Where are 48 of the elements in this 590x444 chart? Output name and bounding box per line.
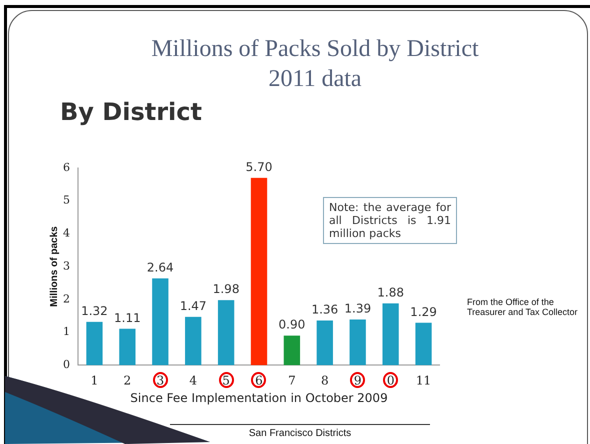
y-tick-label: 3 xyxy=(63,259,70,272)
data-label: 0.90 xyxy=(278,318,306,332)
data-label: 1.11 xyxy=(114,310,141,325)
x-tick-label: 3 xyxy=(156,374,164,388)
x-tick-label: 6 xyxy=(255,374,263,388)
x-tick-label: 9 xyxy=(354,374,362,388)
text: San Francisco Districts xyxy=(170,424,430,439)
y-tick-label: 1 xyxy=(63,325,70,338)
x-tick-label: 1 xyxy=(90,374,98,388)
bar xyxy=(382,303,399,366)
bar xyxy=(86,322,103,366)
x-tick-label: 4 xyxy=(189,374,198,388)
y-tick-label: 4 xyxy=(63,226,70,240)
bar xyxy=(185,316,202,366)
data-label: 1.88 xyxy=(377,286,404,300)
bar xyxy=(250,178,268,366)
data-label: 1.32 xyxy=(81,304,108,318)
x-tick-label: 0 xyxy=(386,374,394,388)
x-tick-label: 5 xyxy=(222,374,230,388)
chart-title: Millions of Packs Sold by District xyxy=(150,35,480,64)
data-label: 5.70 xyxy=(246,160,272,174)
data-label: 1.36 xyxy=(311,302,338,317)
bar xyxy=(218,300,234,366)
bar xyxy=(119,328,136,366)
chart-subtitle: 2011 data xyxy=(267,65,363,94)
x-axis-title: Since Fee Implementation in October 2009 xyxy=(130,390,388,405)
y-tick-label: 0 xyxy=(63,358,70,372)
y-tick-label: 5 xyxy=(63,194,70,207)
x-tick-label: 8 xyxy=(320,374,329,388)
bar xyxy=(152,278,168,366)
bar xyxy=(350,320,366,366)
y-tick-label: 2 xyxy=(63,292,70,306)
data-label: 1.29 xyxy=(410,304,437,319)
x-tick-label: 7 xyxy=(288,374,296,388)
data-label: 1.98 xyxy=(212,282,240,296)
text: From the Office of the Treasurer and Tax Collector xyxy=(467,297,579,317)
bar xyxy=(415,322,432,366)
y-tick-label: 6 xyxy=(63,160,70,174)
x-tick-label: 11 xyxy=(416,374,432,388)
annotation: Note: the average for all Districts is 1.91 million packs xyxy=(323,197,457,244)
data-label: 1.47 xyxy=(180,299,207,314)
bar xyxy=(316,320,333,366)
data-label: 1.39 xyxy=(344,302,372,316)
y-axis-title: Millions of packs xyxy=(48,226,60,307)
text: By District xyxy=(60,98,202,126)
data-label: 2.64 xyxy=(146,260,174,275)
x-tick-label: 2 xyxy=(124,374,132,388)
bar xyxy=(284,336,300,366)
